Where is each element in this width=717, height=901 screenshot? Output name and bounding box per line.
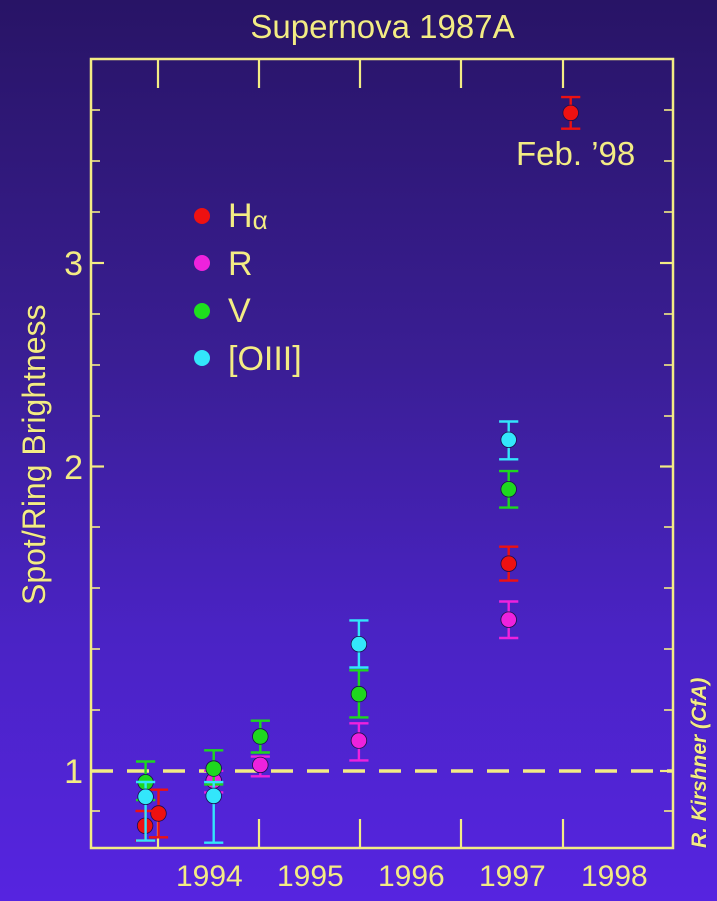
svg-text:1997: 1997 — [479, 860, 546, 893]
svg-text:Hα: Hα — [228, 197, 268, 235]
svg-text:3: 3 — [64, 245, 83, 283]
svg-text:R: R — [228, 245, 253, 283]
svg-text:[OIII]: [OIII] — [228, 340, 302, 378]
svg-text:Feb. ’98: Feb. ’98 — [516, 135, 635, 172]
svg-text:2: 2 — [64, 449, 83, 487]
svg-text:V: V — [228, 292, 251, 330]
svg-text:1994: 1994 — [176, 860, 243, 893]
svg-text:1: 1 — [64, 753, 83, 791]
svg-text:1995: 1995 — [277, 860, 344, 893]
svg-text:1996: 1996 — [378, 860, 445, 893]
svg-text:1998: 1998 — [581, 860, 648, 893]
